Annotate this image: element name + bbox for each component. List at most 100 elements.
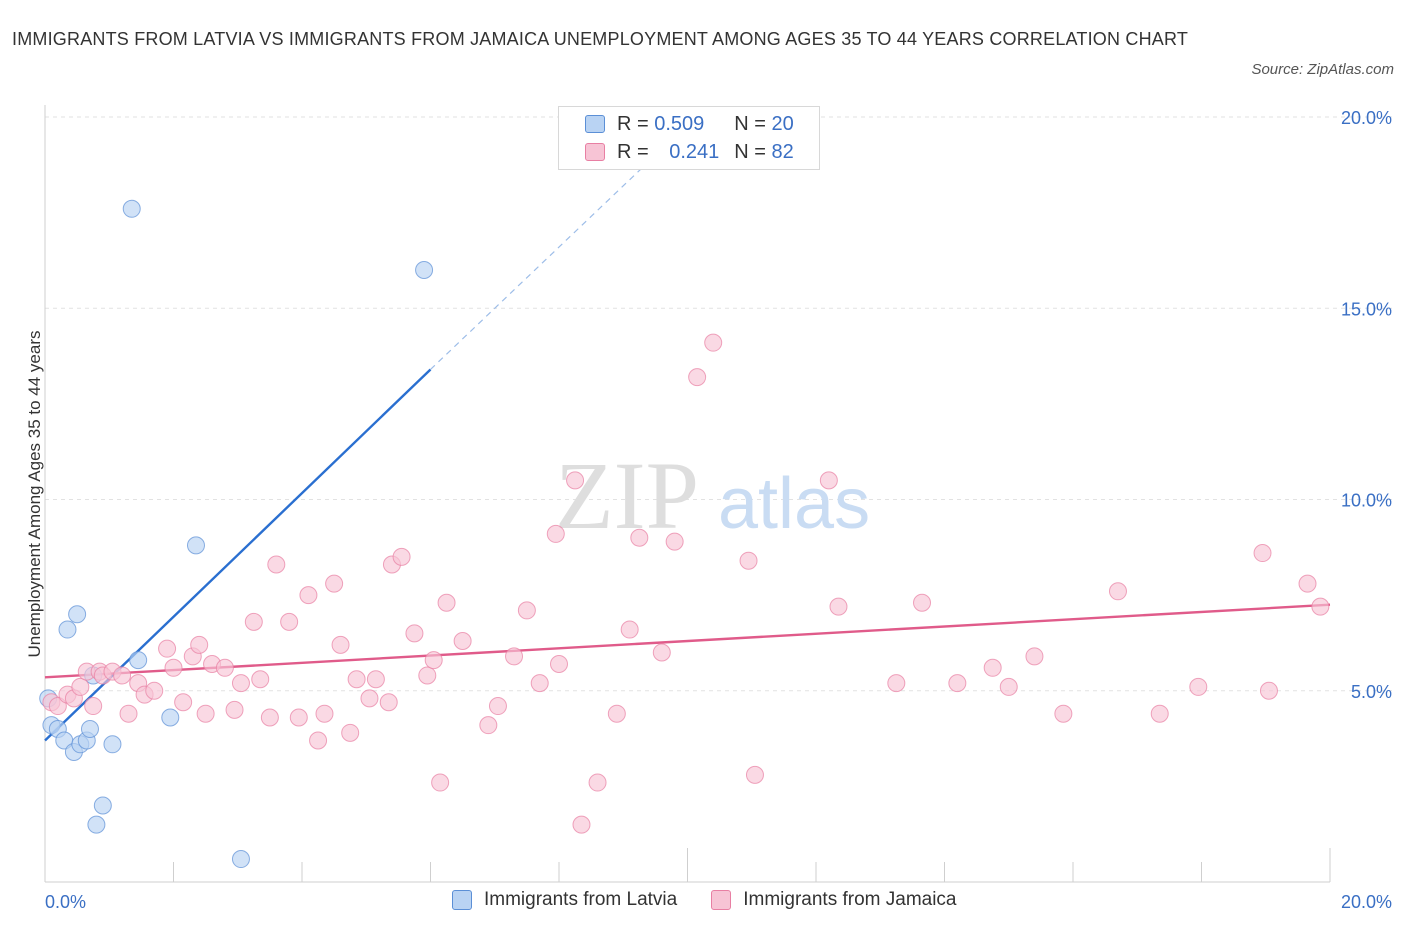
point-jamaica[interactable]	[341, 723, 360, 742]
point-jamaica[interactable]	[315, 704, 334, 723]
point-latvia[interactable]	[93, 796, 112, 815]
point-jamaica[interactable]	[331, 635, 350, 654]
point-jamaica[interactable]	[174, 693, 193, 712]
point-latvia[interactable]	[231, 850, 250, 869]
point-jamaica[interactable]	[739, 551, 758, 570]
point-jamaica[interactable]	[517, 601, 536, 620]
point-jamaica[interactable]	[437, 593, 456, 612]
point-latvia[interactable]	[129, 651, 148, 670]
point-jamaica[interactable]	[119, 704, 138, 723]
point-jamaica[interactable]	[366, 670, 385, 689]
tick-labels: 5.0% 10.0% 15.0% 20.0% 0.0% 20.0%	[45, 108, 1392, 912]
point-jamaica[interactable]	[215, 658, 234, 677]
legend-row-jamaica: R = 0.241 N = 82	[585, 140, 794, 164]
point-jamaica[interactable]	[479, 716, 498, 735]
point-jamaica[interactable]	[347, 670, 366, 689]
point-jamaica[interactable]	[225, 700, 244, 719]
point-jamaica[interactable]	[652, 643, 671, 662]
point-jamaica[interactable]	[948, 674, 967, 693]
point-jamaica[interactable]	[158, 639, 177, 658]
point-jamaica[interactable]	[1259, 681, 1278, 700]
point-jamaica[interactable]	[453, 632, 472, 651]
point-jamaica[interactable]	[392, 547, 411, 566]
point-jamaica[interactable]	[418, 666, 437, 685]
point-jamaica[interactable]	[620, 620, 639, 639]
point-latvia[interactable]	[161, 708, 180, 727]
point-jamaica[interactable]	[887, 674, 906, 693]
x-tick-label-min: 0.0%	[45, 892, 86, 912]
point-jamaica[interactable]	[983, 658, 1002, 677]
y-tick-label: 15.0%	[1341, 299, 1392, 319]
point-jamaica[interactable]	[572, 815, 591, 834]
legend-row-latvia: R = 0.509 N = 20	[585, 112, 794, 136]
point-jamaica[interactable]	[405, 624, 424, 643]
point-jamaica[interactable]	[665, 532, 684, 551]
point-jamaica[interactable]	[145, 681, 164, 700]
point-jamaica[interactable]	[164, 658, 183, 677]
watermark-atlas: atlas	[718, 464, 870, 544]
point-jamaica[interactable]	[1150, 704, 1169, 723]
watermark: ZIP atlas	[555, 442, 870, 549]
point-latvia[interactable]	[58, 620, 77, 639]
series-legend-latvia[interactable]: Immigrants from Latvia	[452, 889, 677, 911]
point-jamaica[interactable]	[299, 586, 318, 605]
point-jamaica[interactable]	[309, 731, 328, 750]
y-tick-label: 5.0%	[1351, 682, 1392, 702]
point-latvia[interactable]	[87, 815, 106, 834]
point-jamaica[interactable]	[71, 677, 90, 696]
point-jamaica[interactable]	[231, 674, 250, 693]
point-jamaica[interactable]	[267, 555, 286, 574]
point-jamaica[interactable]	[819, 471, 838, 490]
point-jamaica[interactable]	[84, 697, 103, 716]
point-jamaica[interactable]	[1298, 574, 1317, 593]
point-jamaica[interactable]	[360, 689, 379, 708]
point-jamaica[interactable]	[244, 612, 263, 631]
trend-line-jamaica	[44, 603, 1331, 679]
point-jamaica[interactable]	[688, 368, 707, 387]
point-jamaica[interactable]	[325, 574, 344, 593]
point-jamaica[interactable]	[251, 670, 270, 689]
point-jamaica[interactable]	[280, 612, 299, 631]
point-jamaica[interactable]	[190, 635, 209, 654]
point-jamaica[interactable]	[745, 765, 764, 784]
point-jamaica[interactable]	[566, 471, 585, 490]
point-jamaica[interactable]	[505, 647, 524, 666]
legend-r-value-jamaica: 0.241	[669, 140, 720, 163]
point-jamaica[interactable]	[1253, 544, 1272, 563]
point-jamaica[interactable]	[379, 693, 398, 712]
point-jamaica[interactable]	[48, 697, 67, 716]
point-jamaica[interactable]	[196, 704, 215, 723]
point-jamaica[interactable]	[1311, 597, 1330, 616]
point-latvia[interactable]	[415, 261, 434, 279]
legend-r-label: R =	[617, 112, 655, 135]
point-jamaica[interactable]	[530, 674, 549, 693]
point-jamaica[interactable]	[488, 697, 507, 716]
point-jamaica[interactable]	[1189, 677, 1208, 696]
point-jamaica[interactable]	[607, 704, 626, 723]
point-jamaica[interactable]	[829, 597, 848, 616]
point-jamaica[interactable]	[550, 654, 568, 673]
point-jamaica[interactable]	[1108, 582, 1127, 601]
point-jamaica[interactable]	[260, 708, 279, 727]
legend-swatch-jamaica	[585, 143, 605, 161]
point-latvia[interactable]	[186, 536, 205, 555]
legend-n-value-jamaica: 82	[771, 140, 794, 163]
point-latvia[interactable]	[80, 720, 99, 738]
point-jamaica[interactable]	[546, 524, 565, 543]
point-jamaica[interactable]	[1025, 647, 1044, 666]
point-jamaica[interactable]	[588, 773, 607, 792]
point-jamaica[interactable]	[913, 593, 932, 612]
point-jamaica[interactable]	[289, 708, 308, 727]
point-jamaica[interactable]	[113, 666, 132, 685]
point-jamaica[interactable]	[424, 651, 443, 670]
point-jamaica[interactable]	[630, 528, 649, 547]
point-latvia[interactable]	[103, 735, 122, 754]
point-latvia[interactable]	[68, 605, 87, 624]
point-jamaica[interactable]	[704, 333, 723, 352]
series-legend-jamaica[interactable]: Immigrants from Jamaica	[711, 889, 957, 911]
point-jamaica[interactable]	[431, 773, 450, 792]
point-jamaica[interactable]	[1054, 704, 1073, 723]
point-latvia[interactable]	[122, 199, 141, 218]
point-jamaica[interactable]	[999, 677, 1018, 696]
